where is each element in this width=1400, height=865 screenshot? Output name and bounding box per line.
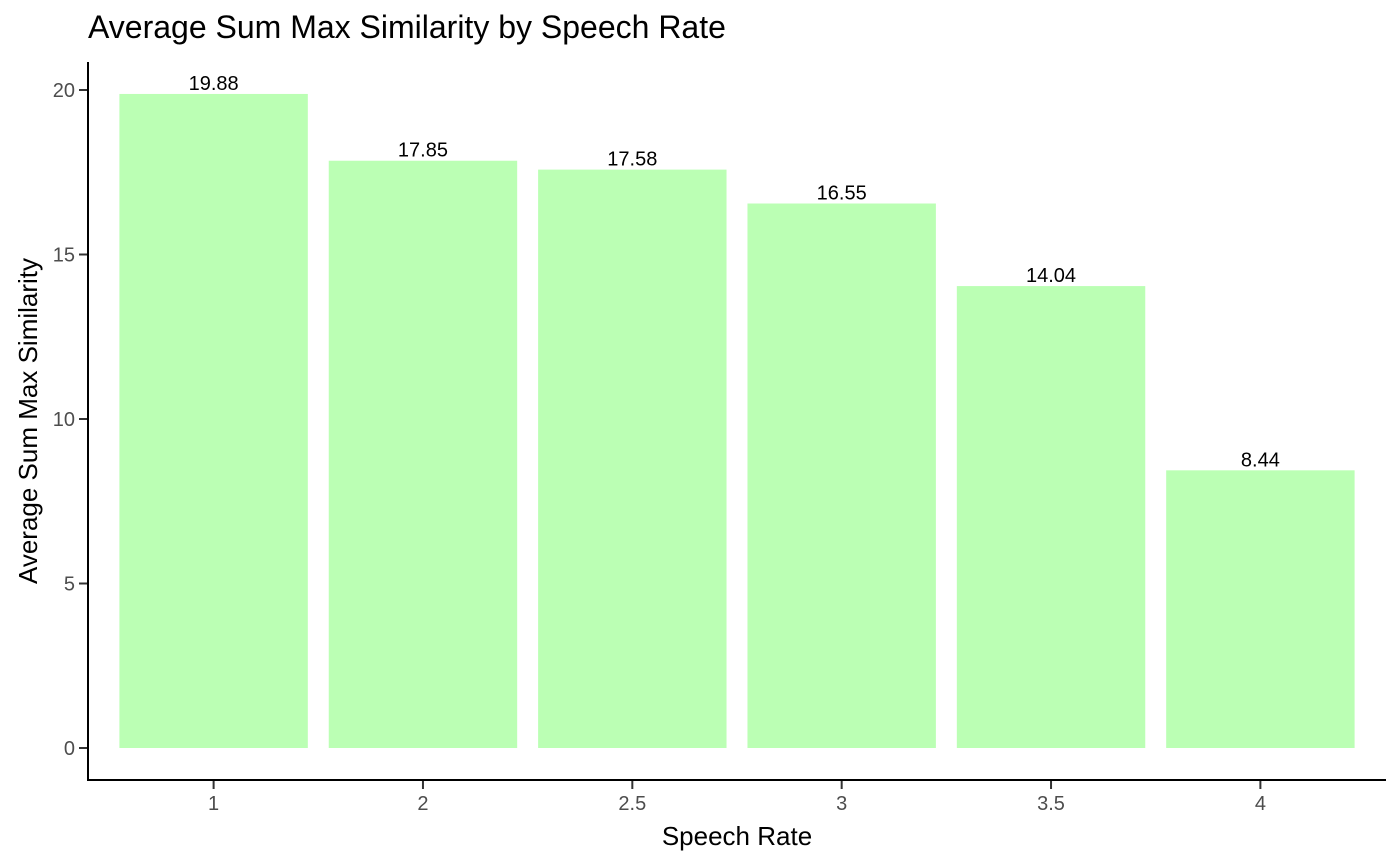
x-tick-label-4: 4 [1255,793,1266,815]
y-tick-label-5: 5 [64,574,75,596]
x-axis-ticks: 1 2 2.5 3 3.5 4 [208,781,1266,815]
data-label-1: 19.88 [189,73,239,95]
data-label-3.5: 14.04 [1026,265,1076,287]
x-tick-label-2: 2 [417,793,428,815]
x-axis-title: Speech Rate [662,821,812,851]
y-tick-label-15: 15 [53,245,75,267]
x-tick-label-3.5: 3.5 [1037,793,1065,815]
bar-1 [119,93,308,748]
y-tick-label-10: 10 [53,409,75,431]
chart-title: Average Sum Max Similarity by Speech Rat… [88,9,726,45]
bar-2 [328,160,518,749]
x-tick-label-2.5: 2.5 [618,793,646,815]
data-label-2: 17.85 [398,140,448,162]
bar-2.5 [538,169,727,749]
y-tick-label-20: 20 [53,80,75,102]
y-axis-ticks: 0 5 10 15 20 [53,80,87,760]
y-tick-label-0: 0 [64,738,75,760]
bar-3 [747,203,936,748]
x-tick-label-3: 3 [836,793,847,815]
data-label-3: 16.55 [817,183,867,205]
bar-4 [1166,470,1355,748]
bar-3.5 [956,286,1146,748]
bars-layer [119,93,1355,749]
y-axis-title: Average Sum Max Similarity [13,258,43,584]
data-label-4: 8.44 [1241,449,1280,471]
data-label-2.5: 17.58 [607,149,657,171]
data-labels-layer: 19.88 17.85 17.58 16.55 14.04 8.44 [189,73,1280,471]
x-tick-label-1: 1 [208,793,219,815]
